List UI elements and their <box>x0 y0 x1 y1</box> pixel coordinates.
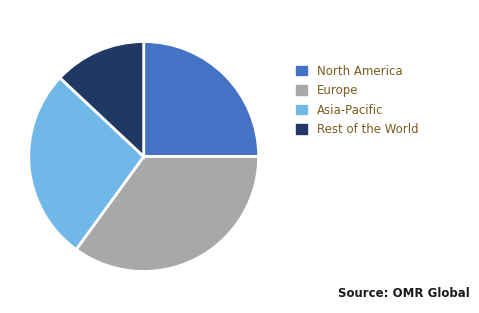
Wedge shape <box>29 78 144 249</box>
Wedge shape <box>76 156 259 271</box>
Text: Source: OMR Global: Source: OMR Global <box>338 287 469 300</box>
Legend: North America, Europe, Asia-Pacific, Rest of the World: North America, Europe, Asia-Pacific, Res… <box>293 62 421 138</box>
Wedge shape <box>60 42 144 156</box>
Wedge shape <box>144 42 259 156</box>
